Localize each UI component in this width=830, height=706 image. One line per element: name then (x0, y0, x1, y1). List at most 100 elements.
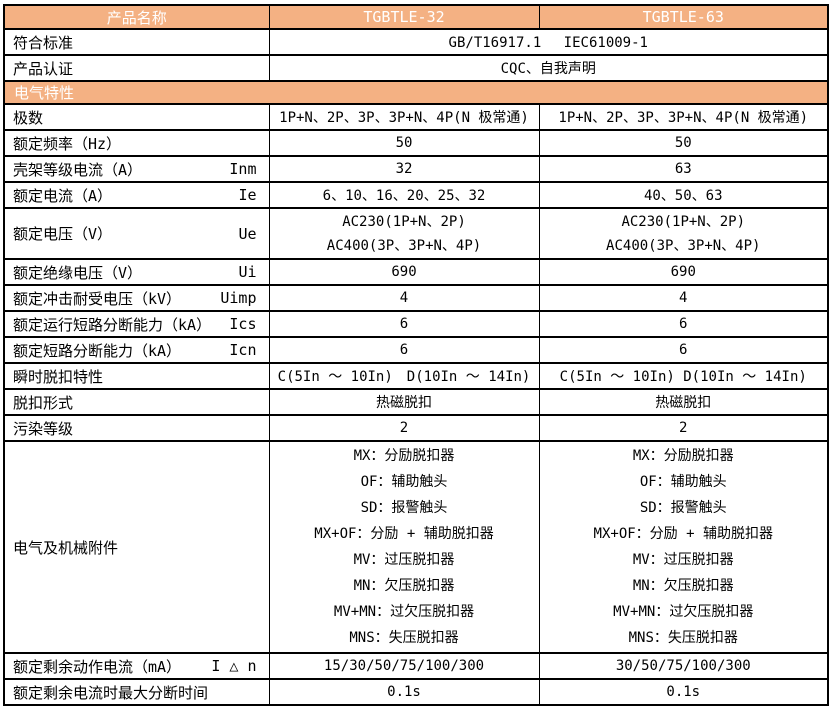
frame-current-symbol: Inm (229, 160, 257, 178)
rated-voltage-value-a: AC230(1P+N、2P) AC400(3P、3P+N、4P) (268, 207, 540, 260)
accessory-item: MV：过压脱扣器 (353, 552, 455, 568)
ics-value-a: 6 (268, 310, 540, 338)
icn-label-cell: 额定短路分断能力（kA） Icn (3, 336, 270, 364)
spec-row-trip-type: 脱扣形式 热磁脱扣 热磁脱扣 (3, 388, 829, 416)
breaking-time-label: 额定剩余电流时最大分断时间 (3, 678, 270, 706)
insulation-voltage-value-b: 690 (538, 258, 829, 286)
frame-current-value-b: 63 (538, 155, 829, 183)
residual-current-label-cell: 额定剩余动作电流（mA） I △ n (3, 652, 270, 680)
impulse-voltage-label: 额定冲击耐受电压（kV） (13, 289, 182, 308)
residual-current-label: 额定剩余动作电流（mA） (13, 657, 182, 676)
spec-row-insulation-voltage: 额定绝缘电压（V） Ui 690 690 (3, 258, 829, 286)
insulation-voltage-label: 额定绝缘电压（V） (13, 263, 143, 282)
impulse-voltage-symbol: Uimp (220, 289, 257, 307)
spec-row-impulse-voltage: 额定冲击耐受电压（kV） Uimp 4 4 (3, 284, 829, 312)
accessory-item: MX+OF：分励 + 辅助脱扣器 (314, 526, 494, 542)
certification-label: 产品认证 (3, 54, 270, 82)
accessory-item: MNS：失压脱扣器 (349, 630, 459, 646)
poles-value-a: 1P+N、2P、3P、3P+N、4P(N 极常通) (268, 103, 540, 131)
rated-voltage-value-b: AC230(1P+N、2P) AC400(3P、3P+N、4P) (538, 207, 829, 260)
accessories-label: 电气及机械附件 (3, 440, 270, 654)
certification-row: 产品认证 CQC、自我声明 (3, 54, 829, 82)
frame-current-value-a: 32 (268, 155, 540, 183)
accessories-value-b: MX：分励脱扣器 OF：辅助触头 SD：报警触头 MX+OF：分励 + 辅助脱扣… (538, 440, 829, 654)
icn-label: 额定短路分断能力（kA） (13, 341, 182, 360)
pollution-degree-label: 污染等级 (3, 414, 270, 442)
rated-current-value-b: 40、50、63 (538, 181, 829, 209)
rated-current-label-cell: 额定电流（A） Ie (3, 181, 270, 209)
spec-row-frame-current: 壳架等级电流（A） Inm 32 63 (3, 155, 829, 183)
spec-row-rated-current: 额定电流（A） Ie 6、10、16、20、25、32 40、50、63 (3, 181, 829, 209)
accessory-item: OF：辅助触头 (360, 474, 448, 490)
frame-current-label: 壳架等级电流（A） (13, 160, 143, 179)
spec-row-instantaneous-tripping: 瞬时脱扣特性 C(5In ～ 10In) D(10In ～ 14In) C(5I… (3, 362, 829, 390)
accessory-item: OF：辅助触头 (639, 474, 727, 490)
ics-label-cell: 额定运行短路分断能力（kA） Ics (3, 310, 270, 338)
trip-type-value-b: 热磁脱扣 (538, 388, 829, 416)
icn-value-b: 6 (538, 336, 829, 364)
section-title: 电气特性 (3, 80, 829, 105)
rated-current-value-a: 6、10、16、20、25、32 (268, 181, 540, 209)
pollution-degree-value-a: 2 (268, 414, 540, 442)
rated-voltage-symbol: Ue (238, 224, 257, 243)
ics-symbol: Ics (229, 315, 257, 333)
spec-row-rated-voltage: 额定电压（V） Ue AC230(1P+N、2P) AC400(3P、3P+N、… (3, 207, 829, 260)
insulation-voltage-label-cell: 额定绝缘电压（V） Ui (3, 258, 270, 286)
frequency-label: 额定频率（Hz） (3, 129, 270, 157)
rated-voltage-value-a-line2: AC400(3P、3P+N、4P) (326, 237, 482, 254)
impulse-voltage-value-b: 4 (538, 284, 829, 312)
model-a-header: TGBTLE-32 (268, 4, 540, 30)
accessories-row: 电气及机械附件 MX：分励脱扣器 OF：辅助触头 SD：报警触头 MX+OF：分… (3, 440, 829, 654)
instantaneous-tripping-label: 瞬时脱扣特性 (3, 362, 270, 390)
instantaneous-tripping-value-a: C(5In ～ 10In) D(10In ～ 14In) (268, 362, 540, 390)
accessory-item: SD：报警触头 (360, 500, 448, 516)
residual-current-row: 额定剩余动作电流（mA） I △ n 15/30/50/75/100/300 3… (3, 652, 829, 680)
rated-voltage-value-a-line1: AC230(1P+N、2P) (342, 213, 466, 230)
impulse-voltage-label-cell: 额定冲击耐受电压（kV） Uimp (3, 284, 270, 312)
spec-row-icn: 额定短路分断能力（kA） Icn 6 6 (3, 336, 829, 364)
residual-current-value-b: 30/50/75/100/300 (538, 652, 829, 680)
spec-row-pollution-degree: 污染等级 2 2 (3, 414, 829, 442)
impulse-voltage-value-a: 4 (268, 284, 540, 312)
poles-label: 极数 (3, 103, 270, 131)
frequency-value-b: 50 (538, 129, 829, 157)
residual-current-symbol: I △ n (211, 657, 257, 675)
rated-voltage-value-b-line2: AC400(3P、3P+N、4P) (606, 237, 761, 254)
frequency-value-a: 50 (268, 129, 540, 157)
standards-value: GB/T16917.1 IEC61009-1 (268, 28, 829, 56)
frame-current-label-cell: 壳架等级电流（A） Inm (3, 155, 270, 183)
header-row: 产品名称 TGBTLE-32 TGBTLE-63 (3, 4, 829, 30)
rated-current-label: 额定电流（A） (13, 186, 113, 205)
accessory-item: MN：欠压脱扣器 (632, 578, 734, 594)
spec-row-poles: 极数 1P+N、2P、3P、3P+N、4P(N 极常通) 1P+N、2P、3P、… (3, 103, 829, 131)
spec-row-frequency: 额定频率（Hz） 50 50 (3, 129, 829, 157)
certification-value: CQC、自我声明 (268, 54, 829, 82)
rated-voltage-value-b-line1: AC230(1P+N、2P) (621, 213, 746, 230)
accessory-item: MN：欠压脱扣器 (353, 578, 455, 594)
model-b-header: TGBTLE-63 (538, 4, 829, 30)
breaking-time-value-a: 0.1s (268, 678, 540, 706)
accessory-item: SD：报警触头 (639, 500, 727, 516)
instantaneous-tripping-value-b: C(5In ～ 10In) D(10In ～ 14In) (538, 362, 829, 390)
accessory-item: MV+MN：过欠压脱扣器 (333, 604, 475, 620)
ics-label: 额定运行短路分断能力（kA） (13, 315, 212, 334)
ics-value-b: 6 (538, 310, 829, 338)
rated-voltage-label: 额定电压（V） (13, 225, 113, 243)
icn-symbol: Icn (229, 341, 257, 359)
accessory-item: MNS：失压脱扣器 (628, 630, 738, 646)
insulation-voltage-symbol: Ui (238, 263, 257, 281)
accessory-item: MV：过压脱扣器 (632, 552, 734, 568)
insulation-voltage-value-a: 690 (268, 258, 540, 286)
section-row: 电气特性 (3, 80, 829, 105)
trip-type-value-a: 热磁脱扣 (268, 388, 540, 416)
product-spec-table: 产品名称 TGBTLE-32 TGBTLE-63 符合标准 GB/T16917.… (3, 4, 829, 706)
residual-current-value-a: 15/30/50/75/100/300 (268, 652, 540, 680)
poles-value-b: 1P+N、2P、3P、3P+N、4P(N 极常通) (538, 103, 829, 131)
accessories-value-a: MX：分励脱扣器 OF：辅助触头 SD：报警触头 MX+OF：分励 + 辅助脱扣… (268, 440, 540, 654)
accessory-item: MV+MN：过欠压脱扣器 (613, 604, 754, 620)
standards-row: 符合标准 GB/T16917.1 IEC61009-1 (3, 28, 829, 56)
trip-type-label: 脱扣形式 (3, 388, 270, 416)
spec-row-ics: 额定运行短路分断能力（kA） Ics 6 6 (3, 310, 829, 338)
accessory-item: MX+OF：分励 + 辅助脱扣器 (593, 526, 773, 542)
